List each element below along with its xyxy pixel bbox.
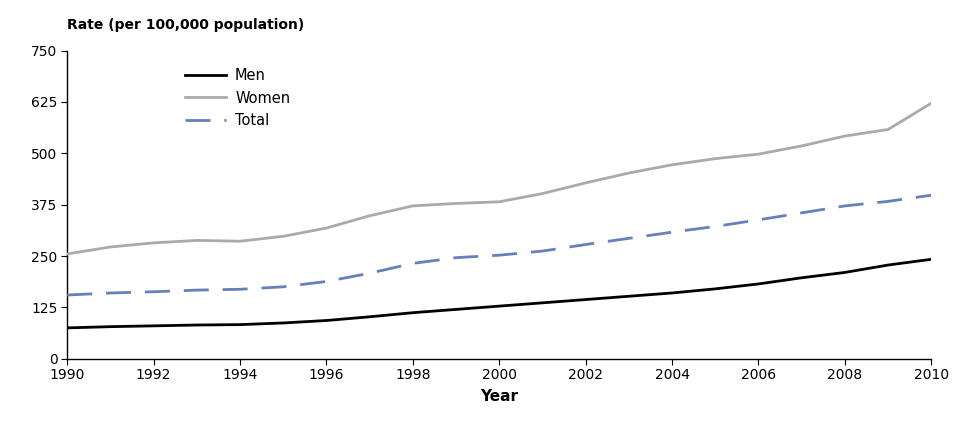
Women	[148, 241, 159, 246]
Men	[839, 270, 851, 275]
Women	[321, 225, 332, 230]
Women	[364, 213, 375, 218]
Women	[277, 234, 289, 239]
Total	[321, 279, 332, 284]
Line: Men: Men	[67, 259, 931, 328]
Total	[925, 193, 937, 198]
Women	[537, 191, 548, 196]
Women	[882, 127, 894, 132]
Women	[796, 143, 807, 149]
Women	[753, 151, 764, 157]
Men	[61, 325, 73, 330]
Women	[493, 199, 505, 204]
Women	[105, 244, 116, 249]
Total	[796, 210, 807, 215]
Men	[234, 322, 246, 327]
Women	[839, 133, 851, 138]
Men	[796, 275, 807, 280]
Men	[105, 324, 116, 329]
Legend: Men, Women, Total: Men, Women, Total	[179, 61, 298, 135]
Total	[580, 242, 591, 247]
Men	[882, 262, 894, 268]
Total	[407, 261, 419, 266]
Men	[450, 307, 462, 312]
X-axis label: Year: Year	[480, 390, 518, 404]
Total	[753, 217, 764, 222]
Total	[105, 290, 116, 295]
Men	[277, 320, 289, 325]
Total	[234, 287, 246, 292]
Total	[61, 292, 73, 298]
Women	[623, 170, 635, 176]
Total	[364, 271, 375, 276]
Total	[191, 287, 203, 292]
Women	[191, 238, 203, 243]
Line: Total: Total	[67, 195, 931, 295]
Total	[623, 236, 635, 241]
Women	[709, 156, 721, 161]
Total	[839, 203, 851, 208]
Line: Women: Women	[67, 103, 931, 254]
Total	[709, 224, 721, 229]
Total	[450, 255, 462, 260]
Women	[925, 101, 937, 106]
Total	[537, 249, 548, 254]
Total	[493, 253, 505, 258]
Women	[407, 203, 419, 208]
Text: Rate (per 100,000 population): Rate (per 100,000 population)	[67, 18, 304, 32]
Total	[277, 284, 289, 289]
Men	[407, 310, 419, 315]
Men	[537, 300, 548, 306]
Men	[623, 294, 635, 299]
Men	[753, 281, 764, 287]
Women	[61, 252, 73, 257]
Men	[709, 287, 721, 292]
Men	[580, 297, 591, 302]
Women	[666, 162, 678, 168]
Total	[148, 289, 159, 294]
Women	[450, 201, 462, 206]
Men	[191, 322, 203, 327]
Men	[925, 257, 937, 262]
Total	[666, 230, 678, 235]
Men	[364, 314, 375, 319]
Total	[882, 199, 894, 204]
Men	[148, 323, 159, 328]
Women	[580, 180, 591, 185]
Men	[493, 303, 505, 308]
Men	[666, 290, 678, 295]
Men	[321, 318, 332, 323]
Women	[234, 239, 246, 244]
